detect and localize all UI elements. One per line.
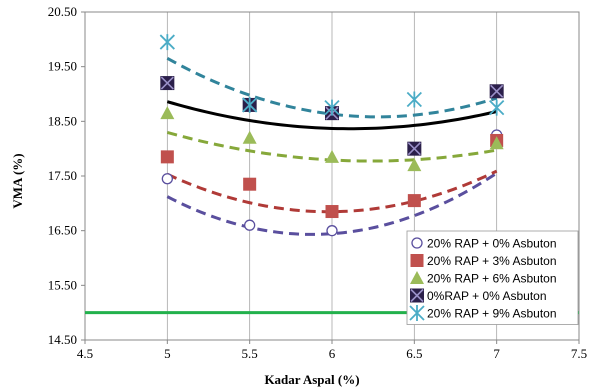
data-point <box>243 177 257 191</box>
data-point <box>160 106 175 120</box>
x-tick-label: 7.5 <box>571 346 587 361</box>
x-tick-label: 7 <box>493 346 500 361</box>
series-layer <box>85 34 579 315</box>
data-point <box>489 84 504 99</box>
data-point <box>242 130 257 144</box>
legend-label: 20% RAP + 0% Asbuton <box>427 237 557 251</box>
data-point <box>409 305 425 321</box>
data-point <box>407 158 422 172</box>
data-point <box>489 136 504 150</box>
x-tick-label: 6 <box>329 346 336 361</box>
data-point <box>242 96 258 113</box>
y-tick-label: 18.50 <box>48 113 77 128</box>
legend: 20% RAP + 0% Asbuton 20% RAP + 3% Asbuton… <box>406 230 579 325</box>
data-point <box>159 34 175 51</box>
legend-label: 20% RAP + 9% Asbuton <box>427 307 557 321</box>
legend-box <box>406 230 579 325</box>
trend-curve <box>166 100 498 131</box>
data-point <box>161 173 173 185</box>
data-point <box>244 219 256 231</box>
x-axis-title: Kadar Aspal (%) <box>264 372 359 387</box>
data-point <box>325 205 339 219</box>
data-point <box>326 225 338 237</box>
data-point <box>325 149 339 163</box>
data-point <box>324 99 340 116</box>
y-tick-label: 14.50 <box>48 332 77 347</box>
y-tick-label: 15.50 <box>48 277 77 292</box>
data-point <box>410 288 424 303</box>
data-point <box>407 141 422 156</box>
data-point <box>160 76 175 91</box>
legend-label: 20% RAP + 6% Asbuton <box>427 272 557 286</box>
legend-label: 0%RAP + 0% Asbuton <box>427 289 547 303</box>
marker-cross <box>410 288 424 303</box>
data-point <box>410 254 424 267</box>
data-point <box>407 194 421 208</box>
x-tick-label: 6.5 <box>406 346 422 361</box>
y-tick-label: 20.50 <box>48 4 77 19</box>
ticks: 4.5 5 5.5 6 6.5 7 7.5 14.50 15.50 16.50 17.50 18.50… <box>48 4 587 361</box>
data-point <box>406 91 422 108</box>
marker-cross <box>407 142 421 156</box>
data-point <box>160 150 174 164</box>
x-tick-label: 5.5 <box>242 346 258 361</box>
y-tick-label: 17.50 <box>48 168 77 183</box>
y-tick-label: 19.50 <box>48 59 77 74</box>
y-tick-label: 16.50 <box>48 223 77 238</box>
x-tick-label: 4.5 <box>77 346 93 361</box>
data-point <box>411 237 423 249</box>
y-axis-title: VMA (%) <box>10 153 25 208</box>
marker-cross <box>160 76 174 90</box>
legend-label: 20% RAP + 3% Asbuton <box>427 254 557 268</box>
marker-cross <box>490 84 504 98</box>
x-tick-label: 5 <box>164 346 171 361</box>
data-point <box>489 99 505 116</box>
data-point <box>410 271 424 284</box>
